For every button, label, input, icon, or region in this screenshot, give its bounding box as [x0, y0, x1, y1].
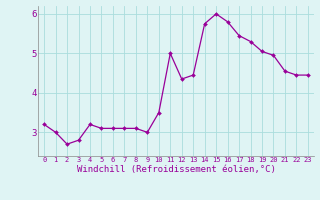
X-axis label: Windchill (Refroidissement éolien,°C): Windchill (Refroidissement éolien,°C) — [76, 165, 276, 174]
